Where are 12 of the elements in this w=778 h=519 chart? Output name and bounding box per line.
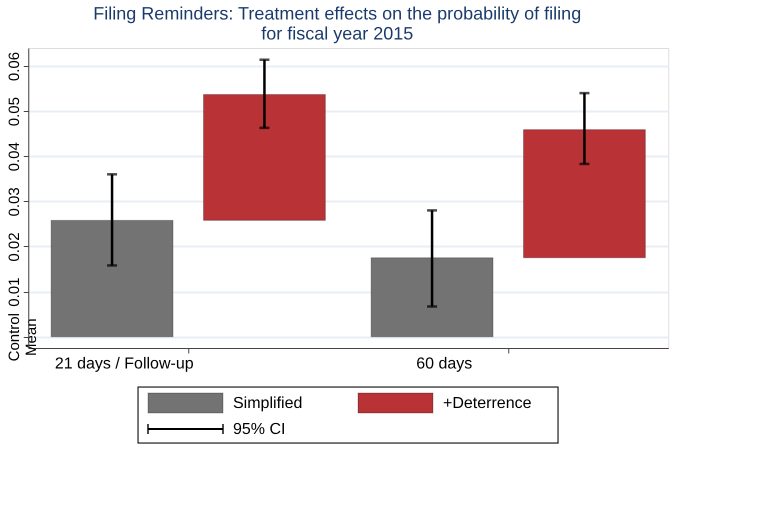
x-tick-label: 60 days <box>416 356 472 372</box>
y-tick-label: 0.05 <box>6 97 23 126</box>
y-tick-label: 0.03 <box>6 187 23 216</box>
legend-label: Simplified <box>233 395 302 412</box>
chart-title: Filing Reminders: Treatment effects on the probability of filing for fiscal year 2015 <box>93 4 582 44</box>
legend-label: +Deterrence <box>443 395 532 412</box>
y-tick-label: 0.02 <box>6 232 23 262</box>
y-tick-label: 0.06 <box>6 52 23 82</box>
y-tick-label: 0.04 <box>6 142 23 172</box>
text: 95% CI <box>233 421 286 438</box>
y-tick-label: 0.01 <box>6 278 23 307</box>
x-tick-label: 21 days / Follow-up <box>54 356 194 372</box>
